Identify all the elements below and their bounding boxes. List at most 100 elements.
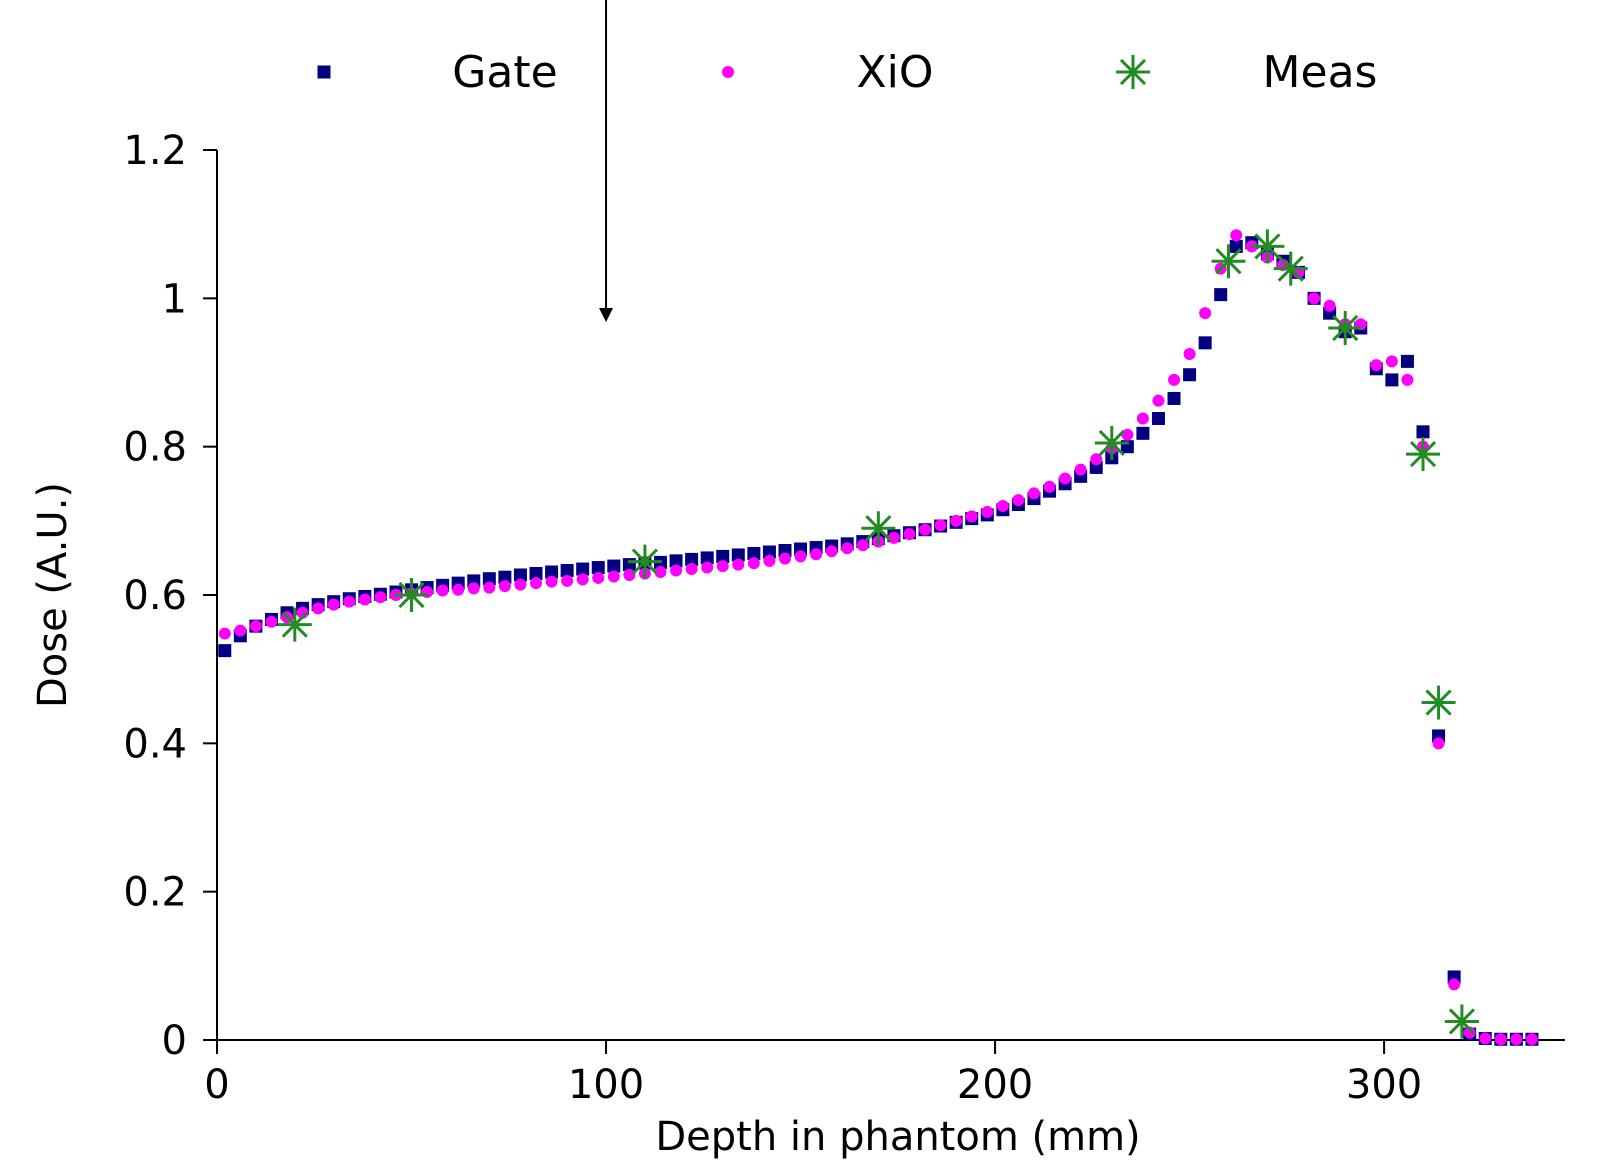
data-point-xio <box>1090 453 1103 466</box>
y-tick-label: 0.2 <box>123 870 187 916</box>
data-point-xio <box>514 578 527 591</box>
data-point-xio <box>327 598 340 611</box>
data-point-xio <box>747 557 760 570</box>
data-point-xio <box>1199 307 1212 320</box>
data-point-gate <box>1385 373 1399 387</box>
data-point-xio <box>483 581 496 594</box>
data-point-xio <box>374 591 387 604</box>
data-point-meas <box>1211 244 1246 279</box>
data-point-xio <box>825 545 838 558</box>
data-point-xio <box>1012 494 1025 507</box>
data-point-gate <box>218 644 232 658</box>
data-point-xio <box>1401 373 1414 386</box>
data-point-gate <box>1198 336 1212 350</box>
data-point-xio <box>1183 347 1196 360</box>
data-point-xio <box>1152 394 1165 407</box>
data-point-xio <box>1074 463 1087 476</box>
data-point-xio <box>1230 229 1243 242</box>
data-point-xio <box>467 582 480 595</box>
data-point-xio <box>996 500 1009 512</box>
data-point-xio <box>561 574 574 587</box>
data-point-gate <box>1400 354 1414 368</box>
data-point-xio <box>981 505 994 518</box>
data-point-xio <box>934 519 947 532</box>
data-point-xio <box>1308 292 1321 305</box>
data-point-gate <box>1151 411 1165 425</box>
data-point-xio <box>1168 373 1181 386</box>
data-point-gate <box>545 565 559 579</box>
data-point-gate <box>669 554 683 568</box>
data-point-xio <box>841 542 854 555</box>
data-point-xio <box>249 620 262 633</box>
data-point-meas <box>1273 251 1308 286</box>
data-point-xio <box>1432 737 1445 750</box>
data-point-gate <box>1167 391 1181 405</box>
data-point-gate <box>1136 426 1150 440</box>
data-point-xio <box>701 561 714 574</box>
y-tick-label: 0 <box>162 1018 187 1064</box>
data-point-xio <box>1385 355 1398 368</box>
data-point-xio <box>1525 1033 1538 1046</box>
data-point-gate <box>513 568 527 582</box>
data-point-xio <box>545 575 558 588</box>
data-point-xio <box>343 595 356 608</box>
x-tick-label: 100 <box>568 1062 644 1108</box>
series-gate <box>218 236 1539 1046</box>
data-point-meas <box>1094 425 1129 460</box>
data-point-gate <box>762 545 776 559</box>
data-point-meas <box>627 544 662 579</box>
data-point-xio <box>623 568 636 581</box>
data-point-xio <box>716 560 729 573</box>
data-point-meas <box>1328 311 1363 345</box>
data-point-xio <box>358 593 371 606</box>
data-point-xio <box>654 566 667 579</box>
y-tick-label: 0.6 <box>123 573 187 619</box>
x-axis-ticks: 0 100 200 300 <box>204 1040 1422 1108</box>
data-point-xio <box>1479 1032 1492 1045</box>
data-point-xio <box>234 624 247 637</box>
data-point-gate <box>685 552 699 566</box>
legend: Gate XiO Meas <box>317 47 1377 98</box>
data-point-xio <box>778 552 791 565</box>
y-axis-title: Dose (A.U.) <box>30 482 76 708</box>
data-point-xio <box>452 583 465 596</box>
x-axis-title: Depth in phantom (mm) <box>655 1114 1140 1160</box>
data-point-xio <box>530 577 543 590</box>
data-point-xio <box>685 563 698 576</box>
x-tick-label: 200 <box>957 1062 1033 1108</box>
data-point-gate <box>1183 368 1197 382</box>
data-point-xio <box>1463 1026 1476 1039</box>
data-point-xio <box>919 523 932 536</box>
data-point-gate <box>747 546 761 560</box>
legend-label-xio: XiO <box>857 47 934 98</box>
data-point-xio <box>592 571 605 584</box>
data-point-gate <box>482 572 496 586</box>
data-point-xio <box>732 558 745 571</box>
data-point-xio <box>1448 978 1461 991</box>
data-point-gate <box>716 549 730 563</box>
legend-marker-xio <box>722 66 734 78</box>
data-point-xio <box>1494 1033 1507 1046</box>
data-point-meas <box>277 607 312 642</box>
data-point-xio <box>903 528 916 541</box>
data-point-meas <box>1421 685 1456 720</box>
data-point-gate <box>607 559 621 573</box>
plot-area <box>218 229 1539 1046</box>
data-point-gate <box>1416 425 1430 439</box>
data-point-gate <box>591 561 605 575</box>
data-point-xio <box>265 615 278 628</box>
data-point-xio <box>1027 487 1040 500</box>
data-point-gate <box>529 566 543 580</box>
data-point-xio <box>1370 359 1383 372</box>
y-tick-label: 0.4 <box>123 721 187 767</box>
annotation-arrow-head <box>599 308 614 322</box>
data-point-xio <box>1043 480 1056 493</box>
data-point-meas <box>861 511 896 546</box>
data-point-xio <box>950 514 963 527</box>
data-point-xio <box>670 564 683 577</box>
y-tick-label: 1 <box>162 276 187 322</box>
data-point-xio <box>436 584 449 597</box>
data-point-gate <box>498 570 512 584</box>
data-point-xio <box>965 510 978 523</box>
